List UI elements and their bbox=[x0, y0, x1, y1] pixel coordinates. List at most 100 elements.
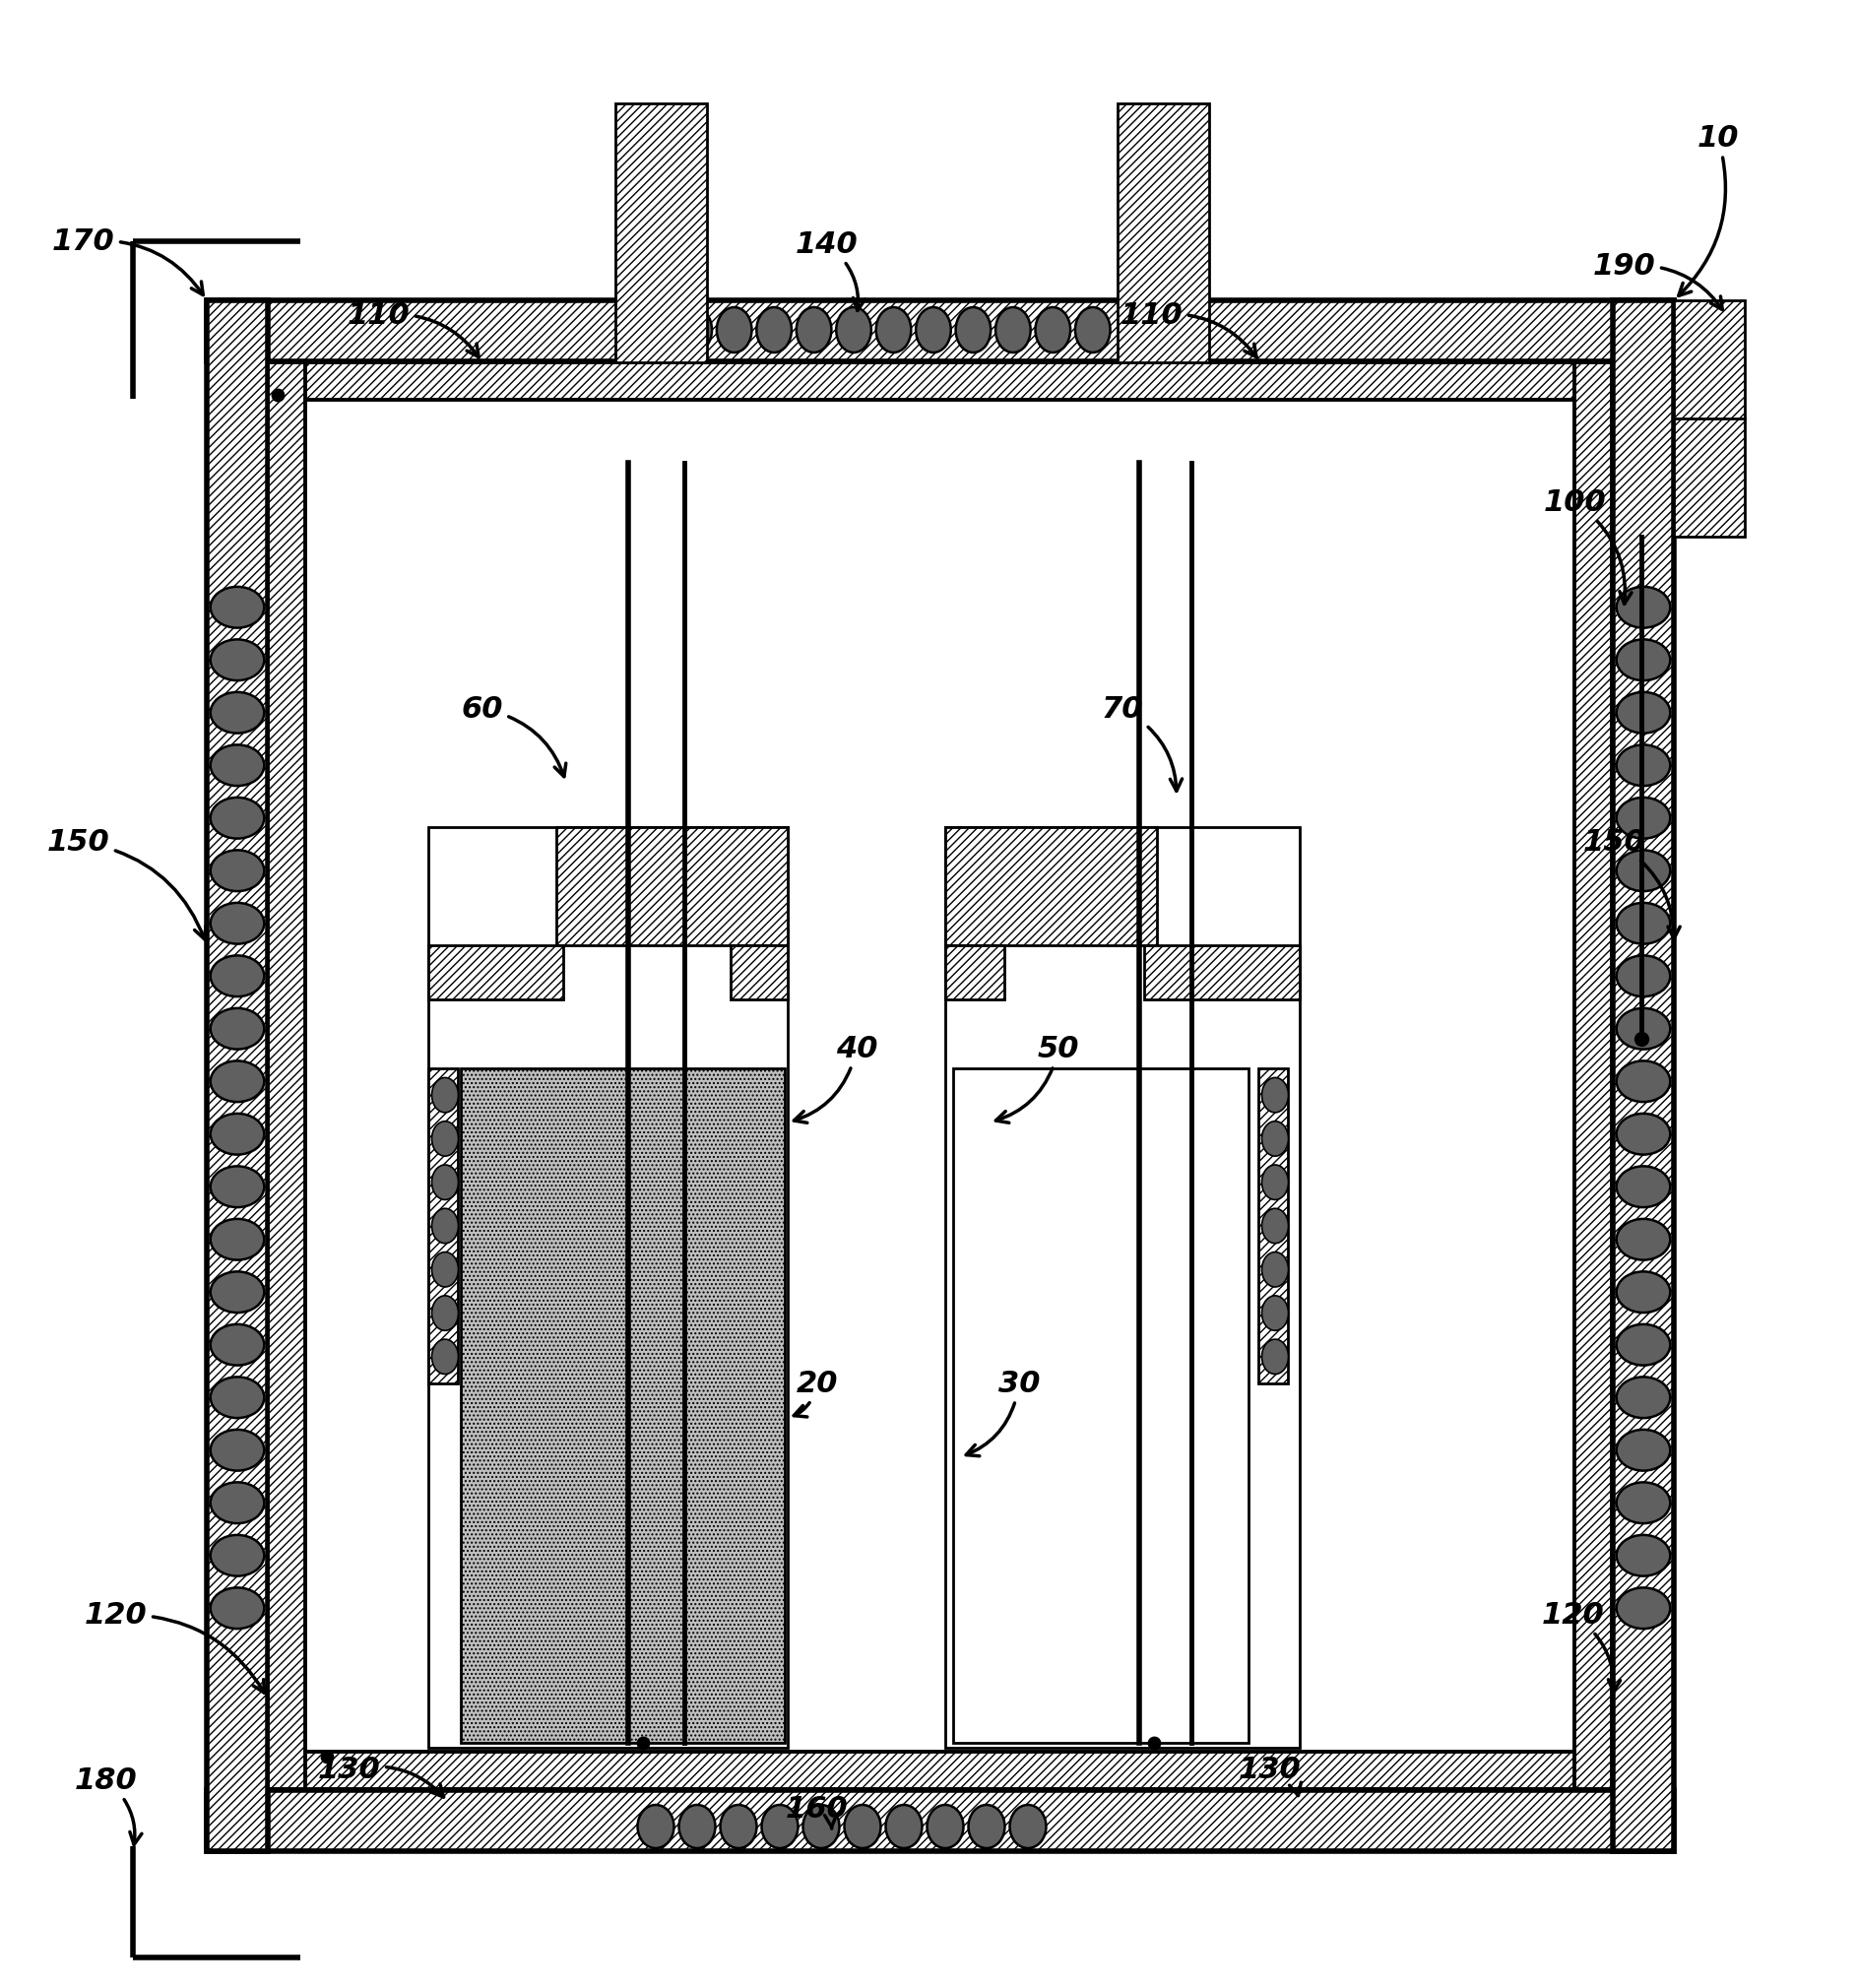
Bar bbox=[1118, 103, 1209, 362]
Ellipse shape bbox=[1616, 640, 1669, 680]
Ellipse shape bbox=[210, 1008, 264, 1050]
Ellipse shape bbox=[756, 308, 791, 352]
Bar bbox=[429, 944, 563, 1000]
Bar bbox=[267, 1751, 1612, 1789]
Ellipse shape bbox=[761, 1805, 799, 1849]
Bar bbox=[730, 944, 787, 1000]
Ellipse shape bbox=[1261, 1296, 1289, 1330]
Text: 50: 50 bbox=[995, 1034, 1079, 1123]
Bar bbox=[1575, 362, 1612, 1789]
Ellipse shape bbox=[1036, 308, 1070, 352]
Text: 130: 130 bbox=[318, 1755, 444, 1797]
Bar bbox=[305, 400, 1575, 1751]
Ellipse shape bbox=[721, 1805, 756, 1849]
Text: 130: 130 bbox=[1239, 1755, 1302, 1795]
Ellipse shape bbox=[1616, 1167, 1669, 1207]
Ellipse shape bbox=[210, 1483, 264, 1523]
Ellipse shape bbox=[1616, 1272, 1669, 1312]
Ellipse shape bbox=[210, 903, 264, 944]
Text: 100: 100 bbox=[1543, 487, 1632, 604]
Ellipse shape bbox=[1616, 746, 1669, 785]
Ellipse shape bbox=[210, 1535, 264, 1576]
Text: 150: 150 bbox=[48, 827, 206, 938]
Ellipse shape bbox=[433, 1121, 459, 1157]
Bar bbox=[206, 300, 267, 1851]
Ellipse shape bbox=[1261, 1209, 1289, 1242]
Ellipse shape bbox=[210, 1272, 264, 1312]
Text: 110: 110 bbox=[1120, 300, 1257, 358]
Ellipse shape bbox=[433, 1340, 459, 1374]
Ellipse shape bbox=[1010, 1805, 1045, 1849]
Ellipse shape bbox=[1616, 692, 1669, 734]
Ellipse shape bbox=[433, 1165, 459, 1199]
Ellipse shape bbox=[797, 308, 832, 352]
Bar bbox=[267, 362, 1612, 400]
Bar bbox=[1614, 300, 1673, 1851]
Bar bbox=[1144, 944, 1300, 1000]
Text: 120: 120 bbox=[1541, 1600, 1621, 1692]
Ellipse shape bbox=[1616, 1008, 1669, 1050]
Ellipse shape bbox=[1616, 903, 1669, 944]
Text: 110: 110 bbox=[347, 300, 479, 358]
Bar bbox=[945, 827, 1157, 944]
Ellipse shape bbox=[717, 308, 752, 352]
Ellipse shape bbox=[210, 1167, 264, 1207]
Ellipse shape bbox=[1616, 1219, 1669, 1260]
Bar bbox=[945, 944, 1005, 1000]
Ellipse shape bbox=[210, 1219, 264, 1260]
Ellipse shape bbox=[802, 1805, 839, 1849]
Ellipse shape bbox=[995, 308, 1031, 352]
Ellipse shape bbox=[1616, 1535, 1669, 1576]
Ellipse shape bbox=[1075, 308, 1110, 352]
Bar bbox=[267, 362, 305, 1789]
Text: 60: 60 bbox=[462, 694, 566, 777]
Ellipse shape bbox=[1616, 1062, 1669, 1101]
Ellipse shape bbox=[1261, 1077, 1289, 1113]
Ellipse shape bbox=[210, 1062, 264, 1101]
Text: 170: 170 bbox=[52, 227, 202, 294]
Text: 140: 140 bbox=[795, 231, 865, 310]
Ellipse shape bbox=[1261, 1252, 1289, 1286]
Ellipse shape bbox=[956, 308, 992, 352]
Bar bbox=[945, 827, 1300, 1747]
Ellipse shape bbox=[1616, 1588, 1669, 1628]
Ellipse shape bbox=[210, 1378, 264, 1417]
Ellipse shape bbox=[210, 1588, 264, 1628]
Ellipse shape bbox=[210, 851, 264, 891]
Ellipse shape bbox=[1616, 586, 1669, 628]
Ellipse shape bbox=[836, 308, 871, 352]
Ellipse shape bbox=[680, 1805, 715, 1849]
Text: 30: 30 bbox=[966, 1370, 1040, 1455]
Ellipse shape bbox=[676, 308, 711, 352]
Bar bbox=[615, 103, 708, 362]
Bar bbox=[557, 827, 787, 944]
Ellipse shape bbox=[210, 956, 264, 996]
Ellipse shape bbox=[967, 1805, 1005, 1849]
Ellipse shape bbox=[210, 746, 264, 785]
Ellipse shape bbox=[1261, 1340, 1289, 1374]
Ellipse shape bbox=[927, 1805, 964, 1849]
Ellipse shape bbox=[210, 692, 264, 734]
Ellipse shape bbox=[433, 1209, 459, 1242]
Ellipse shape bbox=[210, 1429, 264, 1471]
Text: 150: 150 bbox=[1584, 827, 1681, 938]
Ellipse shape bbox=[916, 308, 951, 352]
Text: 20: 20 bbox=[793, 1370, 838, 1417]
Text: 160: 160 bbox=[786, 1795, 849, 1829]
Ellipse shape bbox=[210, 1324, 264, 1366]
Bar bbox=[461, 1068, 786, 1743]
Ellipse shape bbox=[1261, 1121, 1289, 1157]
Bar bbox=[1673, 300, 1746, 537]
Text: 190: 190 bbox=[1593, 252, 1723, 310]
Ellipse shape bbox=[1616, 1324, 1669, 1366]
Ellipse shape bbox=[1616, 797, 1669, 839]
Text: 180: 180 bbox=[74, 1765, 141, 1845]
Bar bbox=[206, 1789, 1673, 1851]
Ellipse shape bbox=[433, 1296, 459, 1330]
Ellipse shape bbox=[1616, 956, 1669, 996]
Bar bbox=[267, 362, 1614, 1789]
Ellipse shape bbox=[1616, 1378, 1669, 1417]
Ellipse shape bbox=[210, 1113, 264, 1155]
Bar bbox=[429, 1068, 459, 1384]
Ellipse shape bbox=[210, 797, 264, 839]
